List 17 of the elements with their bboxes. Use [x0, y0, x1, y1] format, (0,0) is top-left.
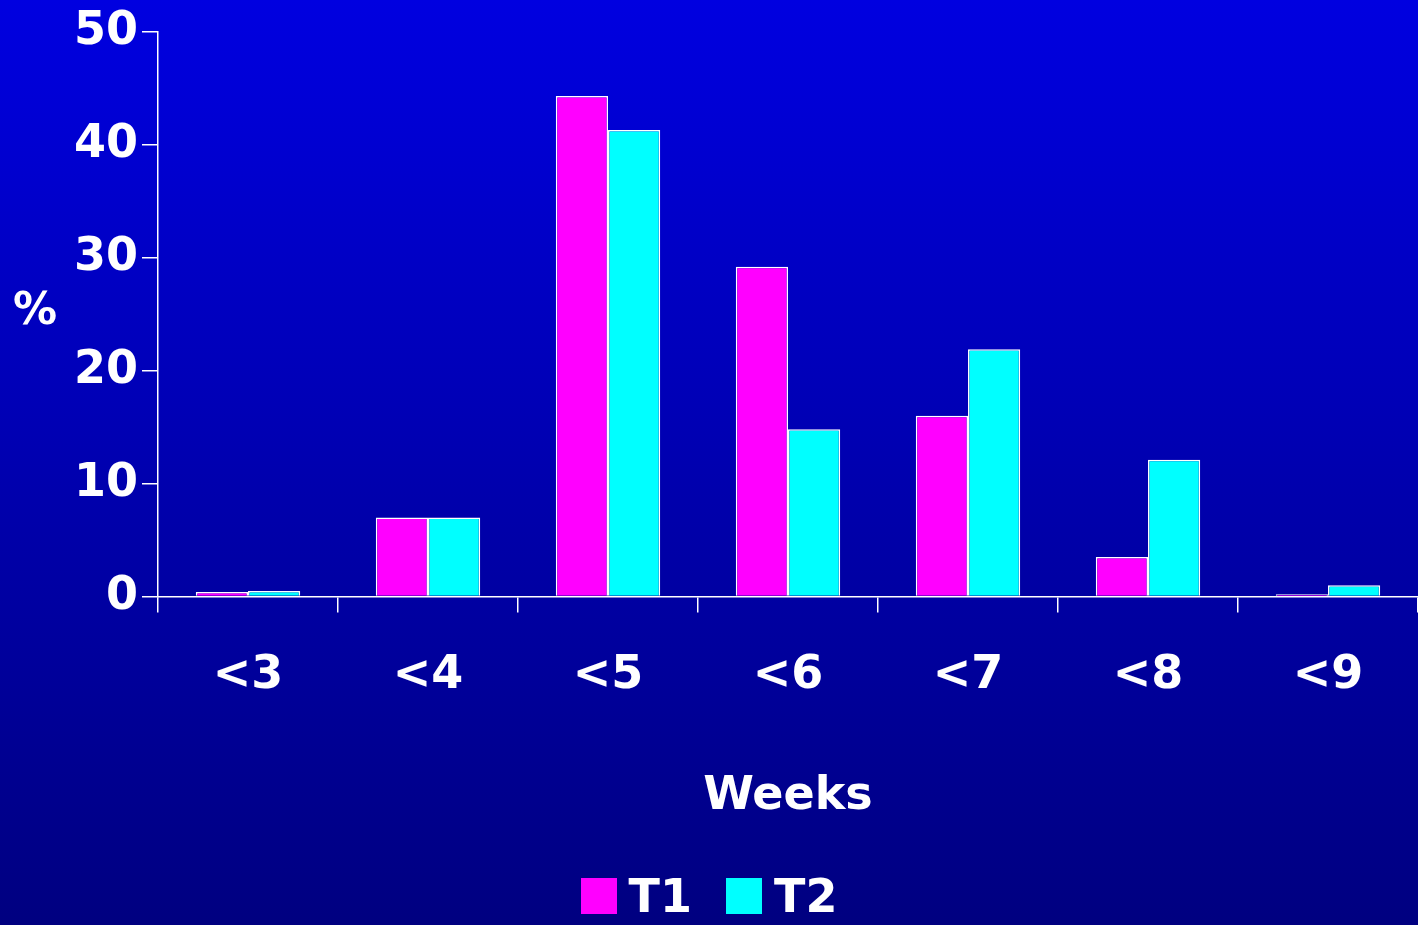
x-tick-label: <4	[392, 645, 464, 700]
y-tick-label: 20	[74, 339, 139, 394]
y-tick-label: 30	[74, 226, 139, 281]
y-tick-label: 50	[74, 0, 139, 55]
y-tick-label: 10	[74, 452, 139, 507]
x-tick-label: <6	[752, 645, 824, 700]
x-tick-label: <5	[572, 645, 644, 700]
x-tick-label: <8	[1112, 645, 1184, 700]
x-axis-title: Weeks	[703, 766, 873, 821]
y-axis-title: %	[12, 282, 58, 334]
x-tick-label: <9	[1292, 645, 1364, 700]
legend-label: T1	[628, 869, 692, 923]
y-tick-label: 0	[106, 565, 139, 620]
legend-label: T2	[774, 869, 838, 923]
x-tick-label: <7	[932, 645, 1004, 700]
x-tick-label: <3	[212, 645, 284, 700]
y-tick-label: 40	[74, 113, 139, 168]
